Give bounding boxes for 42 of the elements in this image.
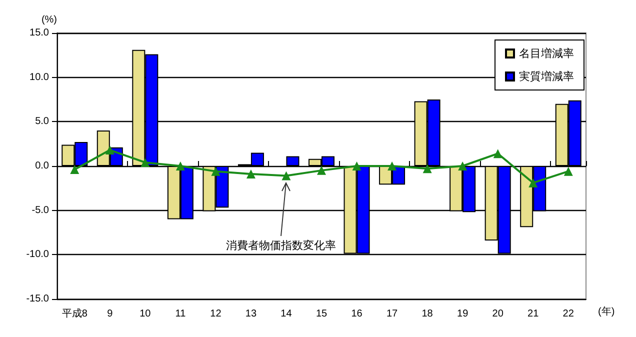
legend-label: 名目増減率 — [519, 47, 574, 60]
y-axis-title: (%) — [41, 14, 57, 26]
point — [282, 171, 291, 180]
y-tick-label: 15.0 — [30, 28, 50, 38]
point — [493, 149, 502, 158]
point — [70, 165, 80, 174]
x-tick-label: 17 — [386, 308, 398, 320]
x-tick-label: 平成8 — [62, 308, 88, 320]
y-tick-label: 10.0 — [30, 72, 50, 83]
point — [388, 162, 397, 170]
x-tick-label: 21 — [528, 308, 540, 320]
x-tick-label: 22 — [562, 308, 574, 320]
x-axis-title: (年) — [598, 306, 615, 318]
y-tick-label: -5.0 — [32, 204, 50, 216]
point — [317, 166, 326, 175]
x-tick-label: 11 — [175, 308, 186, 320]
point — [246, 169, 256, 178]
x-tick-label: 9 — [107, 308, 114, 320]
point — [211, 166, 220, 176]
x-tick-label: 14 — [280, 308, 292, 320]
x-tick-label: 13 — [245, 308, 257, 320]
point — [528, 178, 538, 188]
point — [352, 162, 362, 170]
point — [458, 162, 468, 170]
point — [422, 164, 432, 174]
annotation: 消費者物価指数変化率 — [226, 238, 336, 253]
point — [105, 146, 114, 155]
y-tick-label: -10.0 — [26, 249, 50, 260]
x-tick-label: 15 — [316, 308, 328, 320]
x-tick-label: 10 — [140, 308, 152, 320]
y-tick-label: 5.0 — [35, 116, 50, 128]
y-tick-label: -15.0 — [26, 294, 50, 304]
x-tick-label: 16 — [351, 308, 363, 320]
legend-label: 実質増減率 — [519, 70, 574, 83]
x-tick-label: 12 — [210, 308, 222, 320]
point — [176, 162, 185, 170]
y-tick-label: 0.0 — [35, 160, 50, 172]
point — [564, 166, 573, 176]
x-tick-label: 20 — [492, 308, 504, 320]
x-tick-label: 18 — [422, 308, 434, 320]
point — [140, 158, 150, 167]
x-tick-label: 19 — [457, 308, 469, 320]
